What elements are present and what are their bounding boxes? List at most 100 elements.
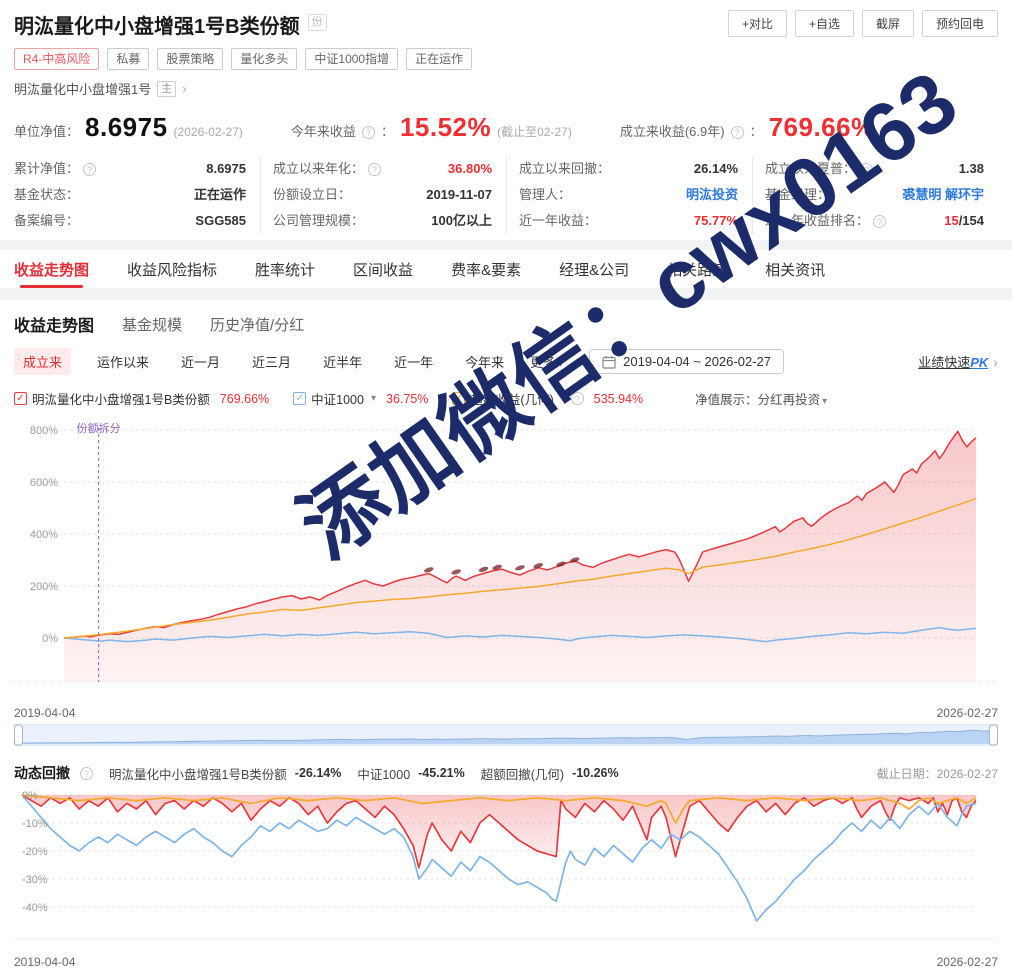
legend-index-value: 36.75% <box>386 391 429 406</box>
range-6m[interactable]: 近半年 <box>323 355 363 370</box>
status-tag: 正在运作 <box>406 48 473 70</box>
checkbox-icon: ✓ <box>14 392 27 405</box>
legend-fund-value: 769.66% <box>219 391 270 406</box>
tag-list: R4-中高风险 私募 股票策略 量化多头 中证1000指增 正在运作 <box>14 48 998 70</box>
stat-label: 成立以来夏普：? <box>765 160 874 178</box>
drawdown-fund-value: -26.14% <box>294 766 342 780</box>
tab-roadshows[interactable]: 相关路演 <box>667 261 728 279</box>
range-1m[interactable]: 近一月 <box>181 355 221 370</box>
stat-value: 100亿以上 <box>431 213 492 228</box>
fund-manager-link[interactable]: 裘慧明 解环宇 <box>902 187 984 202</box>
range-ytd[interactable]: 今年来 <box>465 355 505 370</box>
stat-value: 正在运作 <box>193 187 246 202</box>
stat-label: 累计净值：? <box>14 160 97 178</box>
stat-label: 公司管理规模： <box>273 213 365 228</box>
caret-down-icon: ▾ <box>560 393 566 404</box>
watchlist-button[interactable]: +自选 <box>794 10 854 37</box>
legend-item-fund[interactable]: ✓ 明汯量化中小盘增强1号B类份额 <box>14 389 210 408</box>
range-more-dropdown[interactable]: 更多 ▾ <box>530 355 564 370</box>
stat-value: 8.6975 <box>206 161 246 176</box>
since-return-value: 769.66% <box>768 112 875 142</box>
ytd-return-label: 今年来收益 <box>290 124 356 139</box>
checkbox-icon: ✓ <box>293 392 307 405</box>
legend-item-excess[interactable]: ✓ 超额收益(几何) ▾ ? <box>452 389 584 408</box>
chevron-right-icon: › <box>993 353 998 370</box>
info-icon[interactable]: ? <box>730 126 744 139</box>
screenshot-button[interactable]: 截屏 <box>861 10 914 37</box>
ytd-return-note: (截止至02-27) <box>497 125 572 139</box>
manager-company-link[interactable]: 明汯投资 <box>685 187 738 202</box>
subtab-scale[interactable]: 基金规模 <box>122 316 183 334</box>
info-icon[interactable]: ? <box>368 162 382 176</box>
fund-header: 明汯量化中小盘增强1号B类份额 份 +对比 +自选 截屏 预约回电 R4-中高风… <box>0 0 1012 240</box>
compare-button[interactable]: +对比 <box>727 10 787 37</box>
svg-text:400%: 400% <box>30 529 58 541</box>
stat-label: 基金状态： <box>14 187 80 202</box>
svg-text:0%: 0% <box>42 633 58 645</box>
parent-fund-link[interactable]: 明汯量化中小盘增强1号 <box>14 82 152 97</box>
subtab-performance[interactable]: 收益走势图 <box>14 318 95 335</box>
range-since-operation[interactable]: 运作以来 <box>97 355 150 370</box>
range-since-inception[interactable]: 成立来 <box>14 348 72 375</box>
stat-label: 成立以来年化：? <box>273 160 382 178</box>
ytd-return-value: 15.52% <box>399 112 492 142</box>
nav-display-mode-dropdown[interactable]: 净值展示：分红再投资 ▾ <box>695 393 828 407</box>
chevron-right-icon[interactable]: › <box>182 81 187 96</box>
drawdown-index-name: 中证1000 <box>357 767 411 782</box>
info-icon[interactable]: ? <box>83 162 97 176</box>
info-icon[interactable]: ? <box>873 214 887 228</box>
tab-interval-return[interactable]: 区间收益 <box>353 261 414 279</box>
axis-date-end: 2026-02-27 <box>936 955 998 969</box>
fund-type-tag: 私募 <box>107 48 150 70</box>
drawdown-chart[interactable]: 0% -10% -20% -30% -40% <box>14 789 998 949</box>
legend-fund-name: 明汯量化中小盘增强1号B类份额 <box>32 393 210 407</box>
stat-label: 近一年收益排名：? <box>765 212 887 230</box>
svg-text:-30%: -30% <box>22 874 48 886</box>
performance-pk-link[interactable]: 业绩快速PK › <box>918 353 998 371</box>
date-range-picker[interactable]: 2019-04-04 ~ 2026-02-27 <box>589 349 784 374</box>
svg-text:-40%: -40% <box>22 902 48 914</box>
tab-manager-company[interactable]: 经理&公司 <box>559 261 630 279</box>
info-icon[interactable]: ? <box>361 126 375 139</box>
legend-item-index[interactable]: ✓ 中证1000 ▾ <box>293 389 376 408</box>
tab-performance-chart[interactable]: 收益走势图 <box>14 250 89 288</box>
legend-excess-name: 超额收益(几何) <box>470 393 554 407</box>
stat-label: 备案编号： <box>14 213 80 228</box>
svg-text:份额拆分: 份额拆分 <box>77 421 121 435</box>
index-tag: 中证1000指增 <box>305 48 399 70</box>
tab-win-rate[interactable]: 胜率统计 <box>255 261 316 279</box>
tab-risk-metrics[interactable]: 收益风险指标 <box>127 261 218 279</box>
performance-chart[interactable]: 份额拆分 800% 600% 400% 200% 0% <box>14 414 998 700</box>
caret-down-icon: ▾ <box>370 393 376 404</box>
caret-down-icon: ▾ <box>558 359 564 370</box>
stats-grid: 累计净值：? 8.6975 成立以来年化：? 36.80% 成立以来回撤： 26.14… <box>14 156 998 234</box>
section-divider <box>0 288 1012 300</box>
drawdown-header: 动态回撤 ? 明汯量化中小盘增强1号B类份额 -26.14% 中证1000 -4… <box>0 755 1012 785</box>
axis-date-start: 2019-04-04 <box>14 955 76 969</box>
tab-fees[interactable]: 费率&要素 <box>451 261 522 279</box>
page-title: 明汯量化中小盘增强1号B类份额 <box>14 16 300 38</box>
stat-value: 26.14% <box>693 161 738 176</box>
stat-value: 2019-11-07 <box>426 187 492 202</box>
drawdown-title: 动态回撤 <box>14 765 70 781</box>
tab-news[interactable]: 相关资讯 <box>765 261 826 279</box>
info-icon[interactable]: ? <box>80 766 93 780</box>
svg-text:-10%: -10% <box>22 818 48 830</box>
legend-excess-value: 535.94% <box>593 391 644 406</box>
callback-button[interactable]: 预约回电 <box>921 10 998 37</box>
axis-date-end: 2026-02-27 <box>936 706 998 720</box>
axis-date-start: 2019-04-04 <box>14 706 76 720</box>
range-3m[interactable]: 近三月 <box>252 355 292 370</box>
stat-value: 15/154 <box>944 213 984 228</box>
info-icon[interactable]: ? <box>860 162 874 176</box>
stat-value: 1.38 <box>958 161 984 176</box>
subtab-nav-history[interactable]: 历史净值/分红 <box>210 316 305 334</box>
range-1y[interactable]: 近一年 <box>394 355 434 370</box>
strategy-tag: 股票策略 <box>157 48 224 70</box>
colon: ： <box>380 124 394 139</box>
svg-text:0%: 0% <box>22 790 38 802</box>
svg-text:200%: 200% <box>30 581 58 593</box>
substrategy-tag: 量化多头 <box>231 48 298 70</box>
caret-down-icon: ▾ <box>822 396 828 407</box>
range-slider[interactable] <box>13 723 999 747</box>
